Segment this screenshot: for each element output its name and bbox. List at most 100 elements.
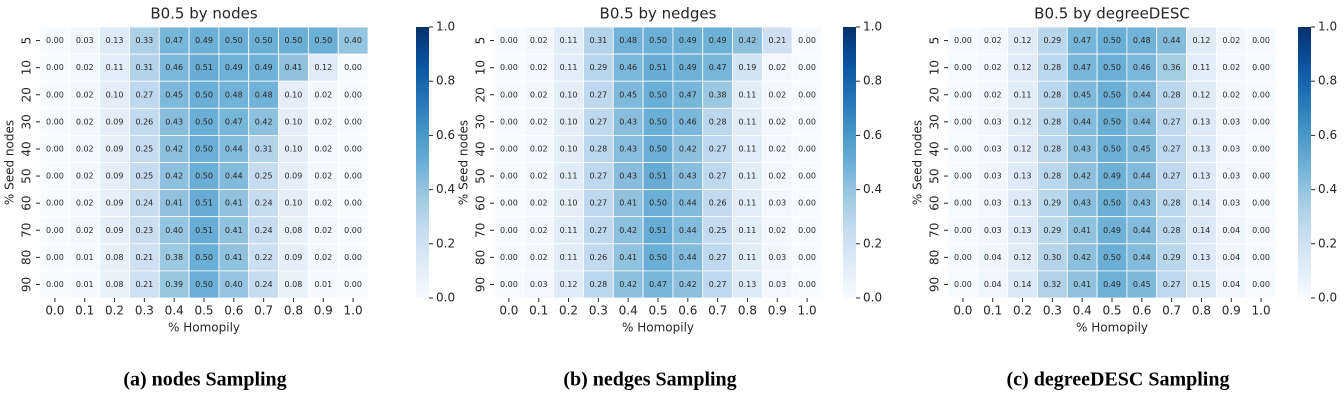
cell-label: 0.38 (165, 253, 183, 262)
cell-label: 0.28 (1043, 172, 1061, 181)
cell-label: 0.24 (255, 280, 273, 289)
cell-label: 0.00 (798, 280, 816, 289)
heatmap-cell (761, 134, 793, 163)
cell-label: 0.02 (530, 199, 548, 208)
x-tick-label: 0.9 (1222, 304, 1241, 318)
cell-label: 0.08 (106, 253, 124, 262)
x-tick-label: 0.4 (1073, 304, 1092, 318)
cell-label: 0.50 (314, 36, 332, 45)
y-axis-label: % Seed nodes (457, 120, 471, 205)
cell-label: 0.40 (344, 36, 362, 45)
cell-label: 0.02 (1222, 63, 1240, 72)
cell-label: 0.10 (106, 90, 124, 99)
heatmap-cell (278, 134, 309, 163)
cell-label: 0.03 (768, 199, 786, 208)
heatmap-cell (642, 26, 674, 55)
cell-label: 0.29 (1043, 199, 1061, 208)
cell-label: 0.03 (1222, 144, 1240, 153)
cell-label: 0.25 (135, 172, 153, 181)
cell-label: 0.31 (135, 63, 153, 72)
heatmap-cell (1037, 53, 1068, 82)
cell-label: 0.04 (984, 280, 1002, 289)
colorbar (843, 27, 856, 298)
x-tick-label: 1.0 (344, 304, 363, 318)
heatmap-cell (977, 189, 1009, 218)
heatmap-cell (1245, 134, 1277, 163)
heatmap-cell (1245, 26, 1277, 55)
cell-label: 0.00 (954, 36, 972, 45)
cell-label: 0.02 (76, 199, 94, 208)
cell-label: 0.44 (679, 226, 697, 235)
heatmap-cell (1215, 189, 1247, 218)
heatmap-cell (1096, 134, 1128, 163)
cell-label: 0.11 (739, 199, 757, 208)
cell-label: 0.49 (255, 63, 273, 72)
cell-label: 0.13 (1193, 117, 1211, 126)
cell-label: 0.03 (768, 280, 786, 289)
cell-label: 0.28 (1043, 90, 1061, 99)
heatmap-cell (1037, 107, 1068, 136)
cell-label: 0.12 (314, 63, 332, 72)
heatmap-cell (702, 53, 733, 82)
heatmap-cell (583, 53, 614, 82)
heatmap-cell (583, 270, 614, 299)
cell-label: 0.12 (1193, 90, 1211, 99)
cell-label: 0.00 (500, 36, 518, 45)
heatmap-cell (188, 80, 220, 109)
heatmap-cell (188, 270, 220, 299)
heatmap-cell (188, 26, 220, 55)
cell-label: 0.10 (560, 90, 578, 99)
cell-label: 0.50 (1103, 144, 1121, 153)
cell-label: 0.04 (1222, 253, 1240, 262)
cell-label: 0.02 (314, 172, 332, 181)
cell-label: 0.02 (76, 117, 94, 126)
cell-label: 0.50 (195, 117, 213, 126)
heatmap-cell (672, 53, 704, 82)
cell-label: 0.47 (679, 90, 697, 99)
heatmap-cell (553, 162, 584, 191)
cell-label: 0.02 (530, 144, 548, 153)
heatmap-cell (129, 134, 160, 163)
cell-label: 0.45 (619, 90, 637, 99)
colorbar-tick-label: 0.2 (1318, 236, 1337, 250)
heatmap-cell (278, 162, 309, 191)
cell-label: 0.50 (649, 117, 667, 126)
cell-label: 0.49 (195, 36, 213, 45)
heatmap-cell (1096, 107, 1128, 136)
heatmap-cell (337, 107, 369, 136)
cell-label: 0.45 (1133, 280, 1151, 289)
heatmap-cell (977, 134, 1009, 163)
cell-label: 0.51 (649, 226, 667, 235)
heatmap-cell (702, 107, 733, 136)
heatmap-cell (337, 80, 369, 109)
heatmap-cell (188, 189, 220, 218)
cell-label: 0.48 (225, 90, 243, 99)
x-tick-label: 0.5 (648, 304, 667, 318)
cell-label: 0.09 (285, 172, 303, 181)
heatmap-cell (553, 189, 584, 218)
cell-label: 0.50 (195, 172, 213, 181)
y-tick-label: 10 (20, 60, 34, 75)
heatmap-cell (791, 134, 823, 163)
cell-label: 0.00 (46, 117, 64, 126)
y-tick-label: 70 (20, 223, 34, 238)
heatmap-cell (1156, 270, 1187, 299)
cell-label: 0.00 (46, 226, 64, 235)
cell-label: 0.03 (1222, 172, 1240, 181)
cell-label: 0.00 (954, 63, 972, 72)
heatmap-cell (493, 107, 525, 136)
x-tick-label: 0.9 (768, 304, 787, 318)
heatmap-cell (278, 270, 309, 299)
cell-label: 0.41 (225, 199, 243, 208)
x-tick-label: 0.9 (314, 304, 333, 318)
cell-label: 0.00 (500, 199, 518, 208)
cell-label: 0.09 (106, 199, 124, 208)
heatmap-cell (1007, 53, 1038, 82)
y-tick-label: 20 (474, 87, 488, 102)
cell-label: 0.43 (1073, 199, 1091, 208)
cell-label: 0.48 (1133, 36, 1151, 45)
heatmap-cell (1245, 107, 1277, 136)
heatmap-cell (977, 80, 1009, 109)
cell-label: 0.00 (46, 253, 64, 262)
cell-label: 0.29 (1043, 226, 1061, 235)
